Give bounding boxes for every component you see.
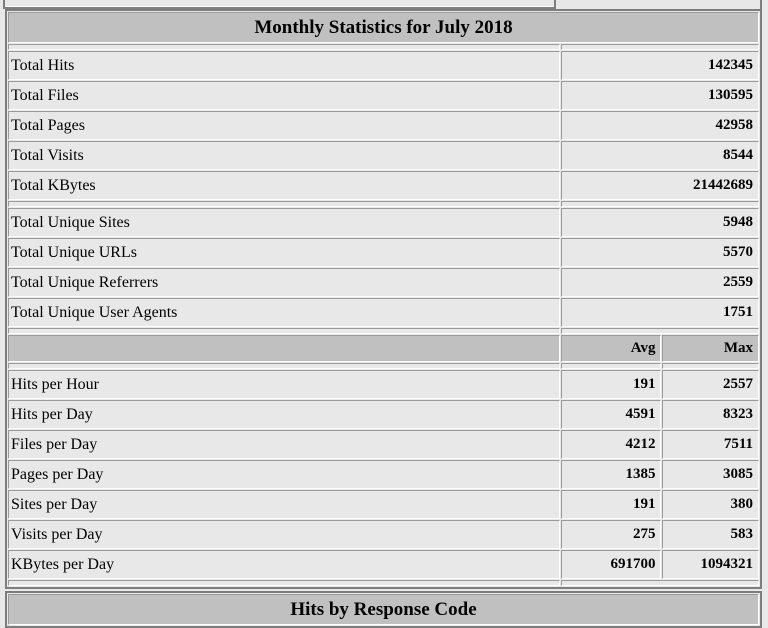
table-row: KBytes per Day 691700 1094321	[8, 550, 759, 579]
stat-label: Total Hits	[8, 51, 560, 80]
section-title: Monthly Statistics for July 2018	[8, 12, 759, 43]
spacer-cell	[8, 328, 560, 334]
stat-label: Visits per Day	[8, 520, 560, 549]
stat-label: Total Unique Sites	[8, 208, 560, 237]
table-row: Visits per Day 275 583	[8, 520, 759, 549]
table-row: Total Unique URLs 5570	[8, 238, 759, 267]
stat-value: 142345	[560, 51, 759, 80]
stat-avg-value: 191	[560, 490, 662, 519]
hits-by-response-code-table: Hits by Response Code	[5, 591, 762, 628]
max-column-header: Max	[662, 335, 759, 362]
stat-label: Total Files	[8, 81, 560, 110]
avg-column-header: Avg	[560, 335, 662, 362]
stat-value: 5570	[560, 238, 759, 267]
spacer-cell	[560, 363, 662, 369]
stat-avg-value: 191	[560, 370, 662, 399]
stat-value: 1751	[560, 298, 759, 327]
table-row: Hits per Day 4591 8323	[8, 400, 759, 429]
stat-label: Total KBytes	[8, 171, 560, 200]
stat-value: 5948	[560, 208, 759, 237]
next-section-title: Hits by Response Code	[8, 594, 759, 625]
stat-label: Sites per Day	[8, 490, 560, 519]
stat-avg-value: 1385	[560, 460, 662, 489]
spacer-cell	[8, 44, 560, 50]
spacer-row	[8, 201, 759, 207]
stat-value: 8544	[560, 141, 759, 170]
stat-label: Files per Day	[8, 430, 560, 459]
stat-max-value: 583	[662, 520, 759, 549]
stat-label: Total Unique Referrers	[8, 268, 560, 297]
spacer-row	[8, 580, 759, 586]
table-row: Total Files 130595	[8, 81, 759, 110]
table-row: Files per Day 4212 7511	[8, 430, 759, 459]
stat-label: Hits per Hour	[8, 370, 560, 399]
title-row: Hits by Response Code	[8, 594, 759, 625]
spacer-cell	[8, 580, 560, 586]
table-row: Hits per Hour 191 2557	[8, 370, 759, 399]
stat-max-value: 3085	[662, 460, 759, 489]
stat-max-value: 2557	[662, 370, 759, 399]
stat-max-value: 380	[662, 490, 759, 519]
stat-value: 42958	[560, 111, 759, 140]
spacer-row	[8, 363, 759, 369]
stat-avg-value: 4212	[560, 430, 662, 459]
stat-label: KBytes per Day	[8, 550, 560, 579]
stat-label: Total Pages	[8, 111, 560, 140]
stat-label: Hits per Day	[8, 400, 560, 429]
table-row: Total Pages 42958	[8, 111, 759, 140]
stat-avg-value: 275	[560, 520, 662, 549]
spacer-cell	[560, 580, 759, 586]
spacer-cell	[560, 328, 759, 334]
table-row: Total Unique Referrers 2559	[8, 268, 759, 297]
table-row: Total KBytes 21442689	[8, 171, 759, 200]
spacer-row	[8, 328, 759, 334]
avg-max-header-row: Avg Max	[8, 335, 759, 362]
table-row: Total Unique Sites 5948	[8, 208, 759, 237]
table-row: Total Visits 8544	[8, 141, 759, 170]
stat-avg-value: 4591	[560, 400, 662, 429]
spacer-cell	[8, 201, 560, 207]
stat-label: Total Visits	[8, 141, 560, 170]
spacer-cell	[560, 201, 759, 207]
stat-value: 2559	[560, 268, 759, 297]
previous-section-remnant	[3, 0, 556, 9]
table-row: Total Unique User Agents 1751	[8, 298, 759, 327]
spacer-cell	[662, 363, 759, 369]
spacer-row	[8, 44, 759, 50]
table-row: Total Hits 142345	[8, 51, 759, 80]
avg-max-header-empty-cell	[8, 335, 560, 362]
spacer-cell	[8, 363, 560, 369]
spacer-cell	[560, 44, 759, 50]
stat-max-value: 7511	[662, 430, 759, 459]
stat-label: Total Unique URLs	[8, 238, 560, 267]
stat-value: 130595	[560, 81, 759, 110]
monthly-statistics-table: Monthly Statistics for July 2018 Total H…	[5, 9, 762, 589]
stat-value: 21442689	[560, 171, 759, 200]
previous-section-border-remnant	[760, 0, 762, 11]
stat-label: Total Unique User Agents	[8, 298, 560, 327]
stat-avg-value: 691700	[560, 550, 662, 579]
title-row: Monthly Statistics for July 2018	[8, 12, 759, 43]
table-row: Pages per Day 1385 3085	[8, 460, 759, 489]
stat-max-value: 8323	[662, 400, 759, 429]
table-row: Sites per Day 191 380	[8, 490, 759, 519]
stat-label: Pages per Day	[8, 460, 560, 489]
stat-max-value: 1094321	[662, 550, 759, 579]
